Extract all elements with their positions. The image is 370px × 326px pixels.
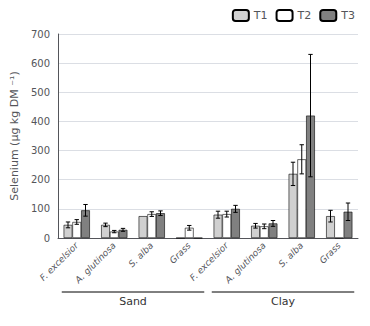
- svg-text:Sand: Sand: [119, 295, 147, 308]
- svg-text:Grass: Grass: [168, 240, 193, 265]
- svg-text:Grass: Grass: [318, 240, 343, 265]
- svg-text:200: 200: [31, 174, 50, 185]
- svg-text:Selenium (μg kg DM ⁻¹): Selenium (μg kg DM ⁻¹): [8, 71, 21, 200]
- svg-text:700: 700: [31, 29, 50, 40]
- svg-text:400: 400: [31, 116, 50, 127]
- svg-text:0: 0: [44, 233, 50, 244]
- svg-text:F. excelsior: F. excelsior: [187, 240, 231, 283]
- svg-text:T1: T1: [253, 9, 268, 22]
- svg-text:Clay: Clay: [271, 295, 295, 308]
- svg-text:300: 300: [31, 145, 50, 156]
- svg-text:F. excelsior: F. excelsior: [37, 240, 81, 283]
- svg-text:T2: T2: [297, 9, 312, 22]
- svg-text:600: 600: [31, 58, 50, 69]
- svg-text:S. alba: S. alba: [277, 240, 306, 269]
- svg-text:S. alba: S. alba: [127, 240, 156, 269]
- svg-text:100: 100: [31, 203, 50, 214]
- svg-text:A. glutinosa: A. glutinosa: [222, 240, 267, 285]
- svg-text:500: 500: [31, 87, 50, 98]
- svg-text:A. glutinosa: A. glutinosa: [72, 240, 117, 285]
- svg-text:T3: T3: [340, 9, 355, 22]
